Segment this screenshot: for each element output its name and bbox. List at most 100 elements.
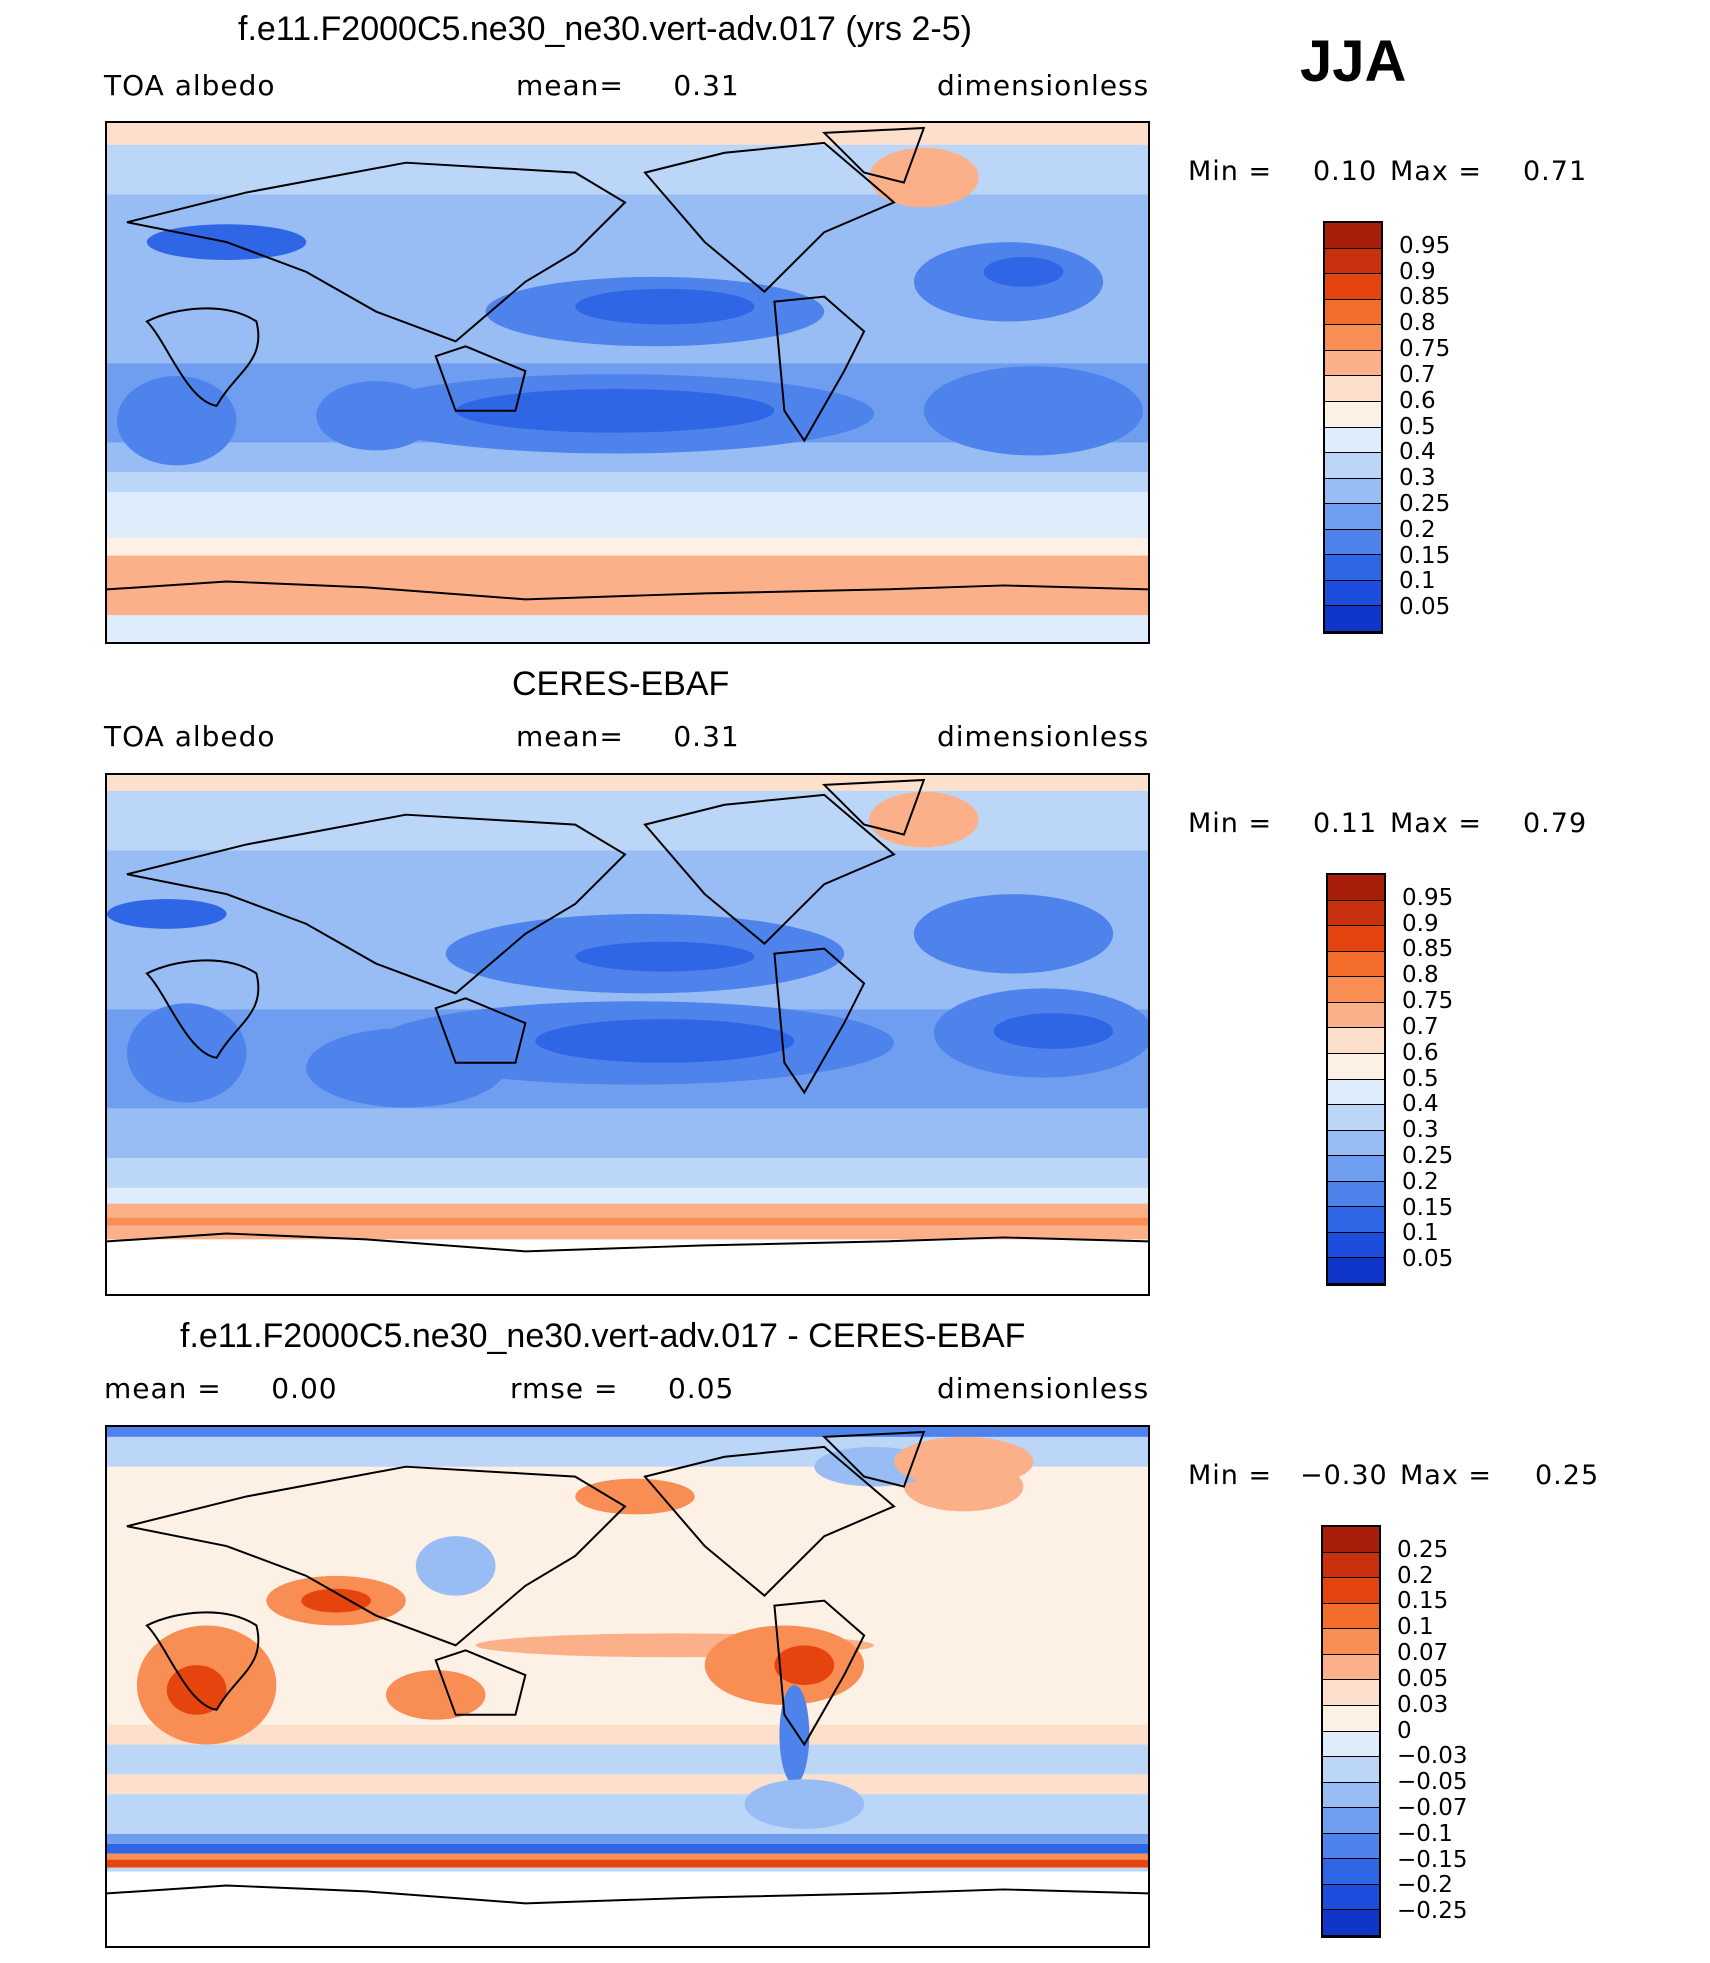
panel-3-map bbox=[105, 1425, 1150, 1948]
colorbar-box bbox=[1325, 606, 1381, 632]
colorbar-box bbox=[1325, 427, 1381, 454]
colorbar-box bbox=[1323, 1680, 1379, 1706]
panel-2-mean-label: mean= 0.31 bbox=[516, 720, 740, 753]
colorbar-box bbox=[1323, 1705, 1379, 1732]
colorbar-box bbox=[1328, 1028, 1384, 1054]
colorbar-tick-label: 0.85 bbox=[1402, 936, 1454, 963]
colorbar-tick-label: 0.1 bbox=[1402, 1220, 1439, 1247]
colorbar-tick-label: 0.8 bbox=[1399, 310, 1436, 337]
colorbar-box bbox=[1323, 1757, 1379, 1783]
colorbar-box bbox=[1328, 875, 1384, 901]
colorbar-tick-label: 0.15 bbox=[1397, 1588, 1449, 1615]
colorbar-tick-label: −0.05 bbox=[1397, 1769, 1468, 1796]
colorbar-tick-label: −0.07 bbox=[1397, 1794, 1468, 1821]
colorbar-box bbox=[1325, 504, 1381, 530]
season-label: JJA bbox=[1300, 29, 1407, 94]
colorbar-tick-label: 0.2 bbox=[1402, 1168, 1439, 1195]
panel-1-min-value: 0.10 bbox=[1313, 156, 1378, 187]
panel-1-title: f.e11.F2000C5.ne30_ne30.vert-adv.017 (yr… bbox=[238, 10, 972, 48]
colorbar-tick-label: 0.4 bbox=[1402, 1091, 1439, 1118]
colorbar-tick-label: −0.1 bbox=[1397, 1820, 1453, 1847]
panel-1-map bbox=[105, 121, 1150, 644]
colorbar-box bbox=[1323, 1859, 1379, 1885]
colorbar-box bbox=[1325, 248, 1381, 275]
panel-2-max-label: Max = bbox=[1390, 808, 1483, 839]
colorbar-box bbox=[1328, 1232, 1384, 1259]
colorbar-tick-label: 0.25 bbox=[1402, 1142, 1454, 1169]
colorbar-tick-label: 0.2 bbox=[1397, 1562, 1434, 1589]
colorbar-tick-label: 0.03 bbox=[1397, 1691, 1449, 1718]
colorbar-box bbox=[1328, 1181, 1384, 1208]
panel-3-max-value: 0.25 bbox=[1535, 1460, 1600, 1491]
panel-3-rmse-label: rmse = 0.05 bbox=[510, 1372, 735, 1405]
colorbar-tick-label: 0.3 bbox=[1399, 465, 1436, 492]
colorbar-tick-label: −0.15 bbox=[1397, 1846, 1468, 1873]
colorbar-tick-label: 0.3 bbox=[1402, 1117, 1439, 1144]
colorbar-tick-label: 0.05 bbox=[1397, 1665, 1449, 1692]
colorbar-box bbox=[1328, 1207, 1384, 1233]
colorbar-tick-label: 0.7 bbox=[1402, 1013, 1439, 1040]
colorbar-box bbox=[1323, 1884, 1379, 1911]
colorbar-box bbox=[1328, 926, 1384, 952]
colorbar-tick-label: 0.9 bbox=[1402, 910, 1439, 937]
panel-3-mean-label: mean = 0.00 bbox=[104, 1372, 338, 1405]
panel-2-map bbox=[105, 773, 1150, 1296]
panel-3-min-value: −0.30 bbox=[1300, 1460, 1388, 1491]
panel-1-units-label: dimensionless bbox=[937, 69, 1150, 102]
panel-2-units-label: dimensionless bbox=[937, 720, 1150, 753]
panel-2-title: CERES-EBAF bbox=[512, 665, 730, 703]
colorbar-tick-label: 0.1 bbox=[1399, 568, 1436, 595]
panel-3-max-label: Max = bbox=[1400, 1460, 1493, 1491]
colorbar-tick-label: 0.07 bbox=[1397, 1640, 1449, 1667]
colorbar-box bbox=[1323, 1808, 1379, 1834]
panel-1-max-value: 0.71 bbox=[1523, 156, 1588, 187]
colorbar-box bbox=[1328, 1079, 1384, 1106]
panel-3-title: f.e11.F2000C5.ne30_ne30.vert-adv.017 - C… bbox=[180, 1317, 1026, 1355]
colorbar-box bbox=[1323, 1527, 1379, 1553]
colorbar-box bbox=[1325, 401, 1381, 428]
colorbar-tick-label: 0.4 bbox=[1399, 439, 1436, 466]
colorbar-box bbox=[1325, 350, 1381, 377]
panel-2-variable-label: TOA albedo bbox=[104, 720, 276, 753]
colorbar-tick-label: 0.95 bbox=[1402, 884, 1454, 911]
colorbar-tick-label: 0 bbox=[1397, 1717, 1412, 1744]
panel-2-min-label: Min = bbox=[1188, 808, 1273, 839]
colorbar-tick-label: −0.2 bbox=[1397, 1872, 1453, 1899]
panel-1-variable-label: TOA albedo bbox=[104, 69, 276, 102]
colorbar-box bbox=[1325, 274, 1381, 300]
colorbar-box bbox=[1325, 478, 1381, 505]
colorbar-box bbox=[1328, 1002, 1384, 1029]
colorbar-box bbox=[1323, 1552, 1379, 1579]
colorbar-tick-label: −0.03 bbox=[1397, 1743, 1468, 1770]
panel-1-max-label: Max = bbox=[1390, 156, 1483, 187]
colorbar-tick-label: 0.05 bbox=[1402, 1246, 1454, 1273]
colorbar-box bbox=[1325, 376, 1381, 402]
colorbar-box bbox=[1325, 529, 1381, 556]
colorbar-box bbox=[1323, 1654, 1379, 1681]
colorbar-tick-label: 0.05 bbox=[1399, 594, 1451, 621]
colorbar-box bbox=[1328, 900, 1384, 927]
panel-3-units-label: dimensionless bbox=[937, 1372, 1150, 1405]
colorbar-tick-label: 0.25 bbox=[1399, 490, 1451, 517]
colorbar-tick-label: 0.2 bbox=[1399, 516, 1436, 543]
colorbar-box bbox=[1323, 1910, 1379, 1936]
colorbar-tick-label: 0.6 bbox=[1402, 1039, 1439, 1066]
panel-1-mean-label: mean= 0.31 bbox=[516, 69, 740, 102]
panel-1-colorbar bbox=[1323, 221, 1383, 634]
colorbar-box bbox=[1328, 1105, 1384, 1131]
panel-3-colorbar bbox=[1321, 1525, 1381, 1938]
colorbar-box bbox=[1323, 1578, 1379, 1604]
colorbar-box bbox=[1325, 325, 1381, 351]
colorbar-tick-label: 0.6 bbox=[1399, 387, 1436, 414]
panel-1-min-label: Min = bbox=[1188, 156, 1273, 187]
colorbar-tick-label: 0.9 bbox=[1399, 258, 1436, 285]
colorbar-box bbox=[1323, 1731, 1379, 1758]
colorbar-box bbox=[1328, 1156, 1384, 1182]
colorbar-tick-label: 0.5 bbox=[1399, 413, 1436, 440]
colorbar-box bbox=[1325, 223, 1381, 249]
colorbar-box bbox=[1325, 580, 1381, 607]
panel-2-max-value: 0.79 bbox=[1523, 808, 1588, 839]
colorbar-tick-label: 0.7 bbox=[1399, 361, 1436, 388]
colorbar-box bbox=[1328, 1053, 1384, 1080]
colorbar-box bbox=[1323, 1603, 1379, 1630]
